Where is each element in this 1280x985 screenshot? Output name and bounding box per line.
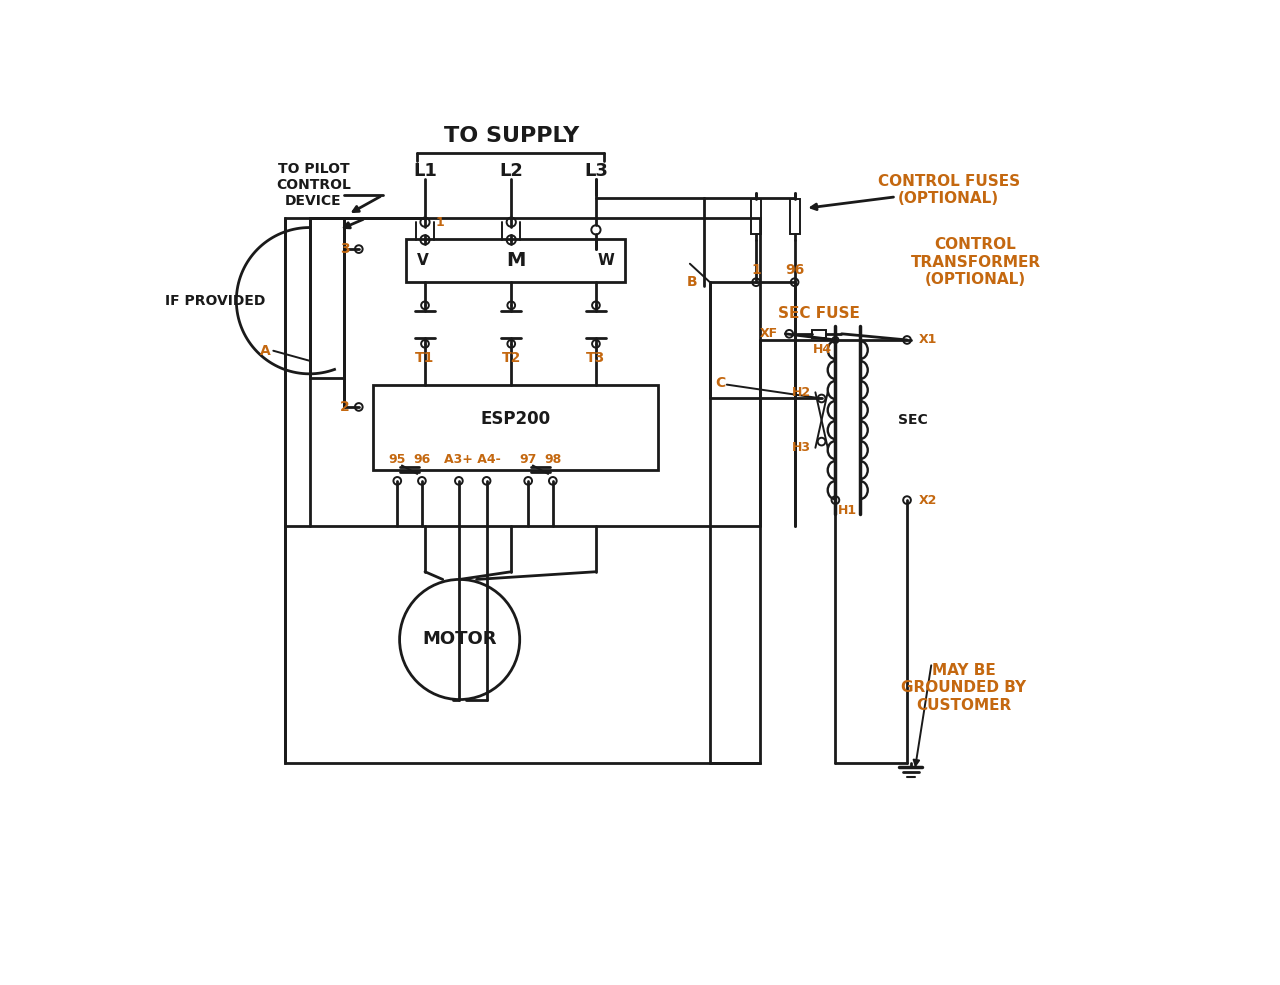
- Text: W: W: [598, 253, 614, 268]
- Text: H1: H1: [838, 504, 858, 517]
- Text: 1: 1: [751, 263, 762, 277]
- Text: L3: L3: [584, 163, 608, 180]
- Text: TO SUPPLY: TO SUPPLY: [444, 126, 580, 146]
- Text: XF: XF: [759, 327, 778, 340]
- Text: 1: 1: [435, 216, 444, 229]
- Text: TO PILOT
CONTROL
DEVICE: TO PILOT CONTROL DEVICE: [276, 162, 351, 209]
- Text: L1: L1: [413, 163, 436, 180]
- Text: 95: 95: [389, 453, 406, 466]
- Bar: [790, 199, 800, 233]
- Text: T2: T2: [502, 351, 521, 364]
- Text: A: A: [260, 344, 271, 358]
- Bar: [372, 385, 658, 470]
- Text: 3: 3: [340, 242, 349, 256]
- Text: B: B: [687, 275, 698, 290]
- Text: 2: 2: [339, 400, 349, 414]
- Text: M: M: [506, 251, 525, 270]
- Text: IF PROVIDED: IF PROVIDED: [165, 294, 266, 307]
- Text: 98: 98: [544, 453, 562, 466]
- Bar: [285, 219, 760, 762]
- Text: H4: H4: [813, 343, 832, 356]
- Text: X2: X2: [919, 493, 937, 506]
- Bar: [812, 330, 826, 338]
- Text: C: C: [716, 376, 726, 390]
- Text: SEC: SEC: [897, 413, 928, 427]
- Text: T1: T1: [415, 351, 435, 364]
- Text: X1: X1: [919, 334, 937, 347]
- Text: ESP200: ESP200: [480, 410, 550, 427]
- Bar: [751, 199, 762, 233]
- Text: MOTOR: MOTOR: [422, 630, 497, 648]
- Text: SEC FUSE: SEC FUSE: [778, 306, 860, 321]
- Text: CONTROL FUSES
(OPTIONAL): CONTROL FUSES (OPTIONAL): [878, 173, 1020, 206]
- Text: H3: H3: [792, 441, 810, 454]
- Bar: [406, 239, 625, 283]
- Text: A3+ A4-: A3+ A4-: [444, 453, 500, 466]
- Text: 96: 96: [785, 263, 804, 277]
- Bar: [310, 219, 344, 377]
- Text: T3: T3: [586, 351, 605, 364]
- Text: L2: L2: [499, 163, 524, 180]
- Text: MAY BE
GROUNDED BY
CUSTOMER: MAY BE GROUNDED BY CUSTOMER: [901, 663, 1027, 713]
- Text: CONTROL
TRANSFORMER
(OPTIONAL): CONTROL TRANSFORMER (OPTIONAL): [910, 237, 1041, 287]
- Text: V: V: [416, 253, 429, 268]
- Text: 96: 96: [413, 453, 430, 466]
- Text: H2: H2: [791, 386, 810, 399]
- Text: 97: 97: [520, 453, 536, 466]
